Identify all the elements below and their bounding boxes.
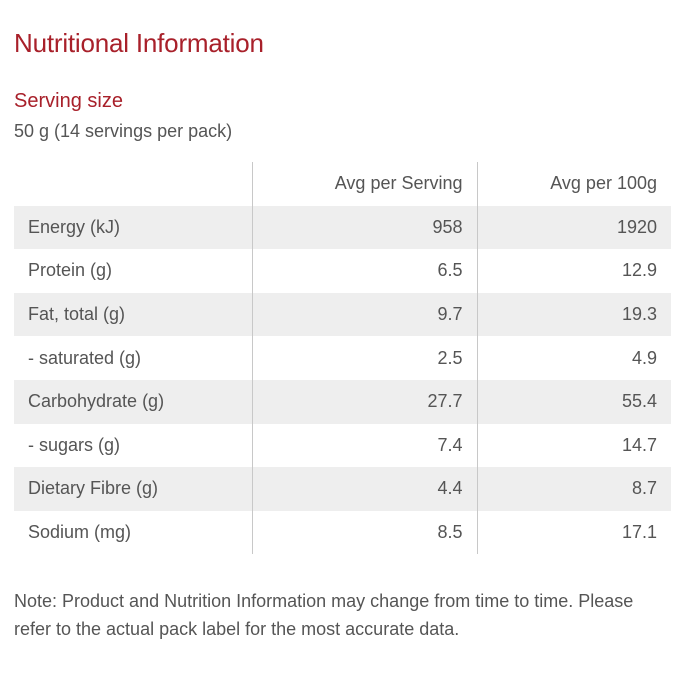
table-row: Fat, total (g) 9.7 19.3 [14,292,671,337]
table-header-row: Avg per Serving Avg per 100g [14,162,671,206]
table-row: Sodium (mg) 8.5 17.1 [14,510,671,555]
nutrient-label: - saturated (g) [14,336,252,380]
per-serving-value: 6.5 [251,249,478,293]
nutrition-table: Avg per Serving Avg per 100g Energy (kJ)… [14,162,671,555]
header-avg-per-100g: Avg per 100g [477,162,671,206]
nutrient-label: Dietary Fibre (g) [14,467,252,511]
header-avg-per-serving: Avg per Serving [251,162,478,206]
header-nutrient [14,162,252,206]
per-100g-value: 12.9 [477,249,671,293]
table-row: Protein (g) 6.5 12.9 [14,249,671,293]
nutrient-label: - sugars (g) [14,423,252,468]
disclaimer-note: Note: Product and Nutrition Information … [14,591,634,639]
serving-size-heading: Serving size [14,90,123,112]
serving-size-value: 50 g (14 servings per pack) [14,121,233,141]
table-row: - sugars (g) 7.4 14.7 [14,423,671,468]
per-serving-value: 4.4 [251,467,478,511]
table-row: Carbohydrate (g) 27.7 55.4 [14,379,671,424]
per-serving-value: 2.5 [251,336,478,380]
per-serving-value: 958 [251,205,478,250]
per-100g-value: 17.1 [477,510,671,555]
per-serving-value: 8.5 [251,510,478,555]
table-row: - saturated (g) 2.5 4.9 [14,336,671,380]
per-100g-value: 4.9 [477,336,671,380]
per-serving-value: 7.4 [251,423,478,468]
per-100g-value: 19.3 [477,292,671,337]
per-100g-value: 14.7 [477,423,671,468]
per-100g-value: 1920 [477,205,671,250]
nutrient-label: Carbohydrate (g) [14,379,252,424]
table-row: Dietary Fibre (g) 4.4 8.7 [14,467,671,511]
nutrient-label: Sodium (mg) [14,510,252,555]
per-serving-value: 27.7 [251,379,478,424]
nutrient-label: Protein (g) [14,249,252,293]
nutrient-label: Fat, total (g) [14,292,252,337]
per-100g-value: 55.4 [477,379,671,424]
per-100g-value: 8.7 [477,467,671,511]
table-row: Energy (kJ) 958 1920 [14,205,671,250]
nutrient-label: Energy (kJ) [14,205,252,250]
page-title: Nutritional Information [14,28,264,58]
per-serving-value: 9.7 [251,292,478,337]
